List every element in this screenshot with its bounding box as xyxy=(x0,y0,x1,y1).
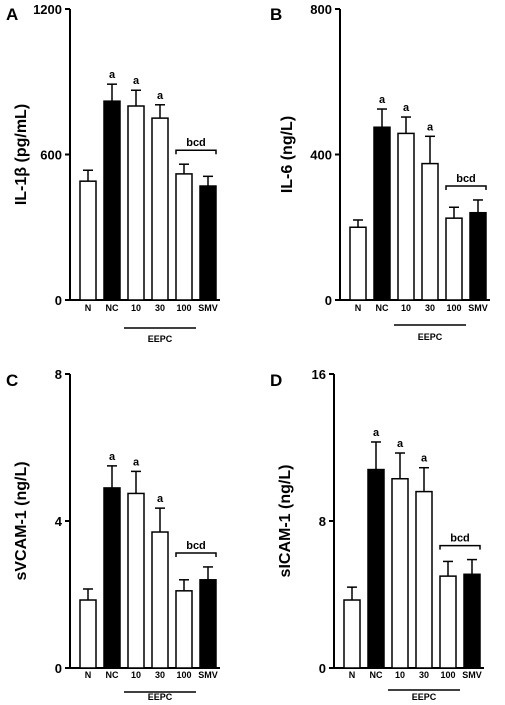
bar-NC xyxy=(367,468,385,669)
category-label: 100 xyxy=(440,670,455,680)
significance-label: a xyxy=(133,456,140,468)
bar-N xyxy=(79,599,97,669)
bar-NC xyxy=(373,126,391,301)
y-tick-label: 8 xyxy=(319,514,326,529)
significance-label: a xyxy=(109,69,116,81)
panel-letter: C xyxy=(6,371,18,390)
y-tick-label: 0 xyxy=(55,661,62,676)
group-label: EEPC xyxy=(412,692,437,702)
y-tick-label: 600 xyxy=(40,148,62,163)
category-label: NC xyxy=(106,670,119,680)
category-label: 30 xyxy=(155,303,165,313)
y-tick-label: 800 xyxy=(310,2,332,17)
group-label: EEPC xyxy=(148,692,173,702)
y-tick-label: 400 xyxy=(310,148,332,163)
significance-label: a xyxy=(157,90,164,102)
category-label: 30 xyxy=(155,670,165,680)
category-label: 10 xyxy=(131,303,141,313)
bar-10 xyxy=(391,477,409,669)
significance-label: a xyxy=(379,94,386,106)
category-label: 100 xyxy=(176,670,191,680)
category-label: SMV xyxy=(462,670,482,680)
y-tick-label: 0 xyxy=(319,661,326,676)
category-label: 30 xyxy=(425,303,435,313)
y-axis-label: IL-6 (ng/L) xyxy=(279,116,296,193)
category-label: SMV xyxy=(468,303,488,313)
bar-SMV xyxy=(199,185,217,301)
bar-SMV xyxy=(463,573,481,669)
bracket-label: bcd xyxy=(186,540,206,552)
y-tick-label: 0 xyxy=(325,293,332,308)
panel-D: D 0 8 16 sICAM-1 (ng/L) Na NC a 10 a 30 100 SMV bcd EE… xyxy=(270,367,484,702)
significance-bracket xyxy=(175,149,217,155)
bar-100 xyxy=(445,217,463,301)
y-tick-label: 1200 xyxy=(33,2,62,17)
category-label: NC xyxy=(376,303,389,313)
category-label: N xyxy=(349,670,356,680)
bar-100 xyxy=(439,575,457,669)
bar-30 xyxy=(421,162,439,301)
category-label: N xyxy=(355,303,362,313)
bar-NC xyxy=(103,487,121,669)
significance-label: a xyxy=(427,121,434,133)
significance-label: a xyxy=(403,102,410,114)
bar-SMV xyxy=(199,579,217,669)
y-axis-label: sVCAM-1 (ng/L) xyxy=(13,461,30,580)
panel-letter: D xyxy=(270,371,282,390)
category-label: 10 xyxy=(401,303,411,313)
significance-label: a xyxy=(373,427,380,439)
category-label: 100 xyxy=(446,303,461,313)
bar-N xyxy=(349,226,367,301)
significance-bracket xyxy=(445,185,487,190)
panel-letter: A xyxy=(6,5,18,24)
bar-30 xyxy=(415,490,433,669)
y-axis-label: sICAM-1 (ng/L) xyxy=(277,465,294,578)
significance-label: a xyxy=(157,493,164,505)
y-tick-label: 16 xyxy=(312,367,326,382)
bracket-label: bcd xyxy=(450,533,470,545)
y-tick-label: 0 xyxy=(55,293,62,308)
significance-label: a xyxy=(133,75,140,87)
category-label: SMV xyxy=(198,303,218,313)
bar-30 xyxy=(151,117,169,301)
bar-10 xyxy=(127,492,145,669)
category-label: NC xyxy=(106,303,119,313)
category-label: SMV xyxy=(198,670,218,680)
bracket-label: bcd xyxy=(456,173,476,185)
bar-SMV xyxy=(469,211,487,301)
category-label: N xyxy=(85,670,92,680)
category-label: N xyxy=(85,303,92,313)
panel-C: C 0 4 8 sVCAM-1 (ng/L) Na NC a 10 a 30 100 SMV bcd EEP… xyxy=(6,367,220,702)
category-label: 30 xyxy=(419,670,429,680)
category-label: 10 xyxy=(131,670,141,680)
group-label: EEPC xyxy=(148,334,173,344)
category-label: 10 xyxy=(395,670,405,680)
bar-N xyxy=(343,599,361,669)
panel-letter: B xyxy=(270,5,282,24)
significance-label: a xyxy=(109,451,116,463)
bar-100 xyxy=(175,590,193,669)
y-tick-label: 8 xyxy=(55,367,62,382)
y-axis-label: IL-1β (pg/mL) xyxy=(13,104,30,205)
significance-label: a xyxy=(421,453,428,465)
panel-B: B 0 400 800 IL-6 (ng/L) Na NC a 10 a 30 100 SMV bcd EE… xyxy=(270,2,490,342)
category-label: NC xyxy=(370,670,383,680)
bracket-label: bcd xyxy=(186,137,206,149)
panel-A: A 0 600 1200 IL-1β (pg/mL) Na NC a 10 a 30 100 SMV bc… xyxy=(6,2,220,344)
significance-label: a xyxy=(397,438,404,450)
y-tick-label: 4 xyxy=(55,514,63,529)
bar-10 xyxy=(127,105,145,301)
category-label: 100 xyxy=(176,303,191,313)
group-label: EEPC xyxy=(418,332,443,342)
significance-bracket xyxy=(175,552,217,557)
bar-10 xyxy=(397,132,415,301)
bar-30 xyxy=(151,531,169,669)
significance-bracket xyxy=(439,544,481,550)
bar-100 xyxy=(175,173,193,301)
bar-NC xyxy=(103,100,121,301)
bar-N xyxy=(79,180,97,301)
